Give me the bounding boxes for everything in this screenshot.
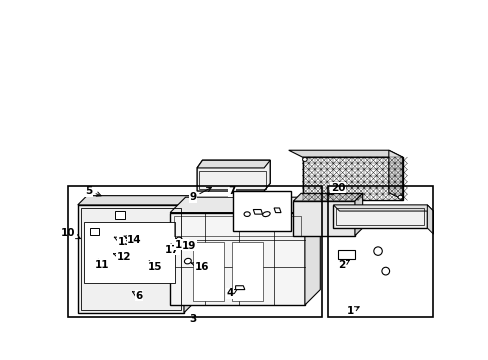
Polygon shape <box>183 195 193 313</box>
Polygon shape <box>78 205 183 313</box>
Ellipse shape <box>101 248 108 254</box>
Text: 11: 11 <box>95 259 109 270</box>
Polygon shape <box>293 193 362 201</box>
Polygon shape <box>333 205 427 228</box>
Text: 4: 4 <box>226 288 237 298</box>
Polygon shape <box>87 259 111 262</box>
Ellipse shape <box>397 195 402 199</box>
Text: 7: 7 <box>227 186 240 196</box>
Polygon shape <box>302 157 402 199</box>
Ellipse shape <box>373 247 382 255</box>
Text: 12: 12 <box>113 252 131 262</box>
Polygon shape <box>305 197 320 305</box>
Ellipse shape <box>184 258 191 264</box>
Bar <box>336 208 424 225</box>
Text: 10: 10 <box>61 228 80 239</box>
Polygon shape <box>170 197 320 213</box>
Polygon shape <box>170 240 178 247</box>
Text: 19: 19 <box>182 241 196 251</box>
Text: 5: 5 <box>85 186 101 196</box>
Text: 8: 8 <box>269 196 280 206</box>
Text: 18: 18 <box>174 240 188 250</box>
Text: 13: 13 <box>114 237 132 247</box>
Bar <box>115 211 125 219</box>
Polygon shape <box>193 242 224 301</box>
Polygon shape <box>235 286 244 289</box>
Ellipse shape <box>115 238 120 242</box>
Polygon shape <box>197 160 270 191</box>
Polygon shape <box>84 255 105 259</box>
Polygon shape <box>170 213 305 305</box>
Bar <box>337 249 354 259</box>
Polygon shape <box>427 205 432 234</box>
Ellipse shape <box>244 212 250 216</box>
Polygon shape <box>388 150 402 199</box>
Polygon shape <box>197 160 270 168</box>
Polygon shape <box>274 208 281 213</box>
Polygon shape <box>87 222 93 262</box>
Polygon shape <box>293 201 354 236</box>
Ellipse shape <box>302 158 306 161</box>
Ellipse shape <box>381 267 389 275</box>
Polygon shape <box>253 210 262 214</box>
Bar <box>90 228 99 235</box>
Text: 3: 3 <box>189 314 197 324</box>
Text: 6: 6 <box>132 291 142 301</box>
Polygon shape <box>288 150 402 157</box>
Bar <box>68 186 321 316</box>
Bar <box>84 222 174 283</box>
Polygon shape <box>110 259 116 263</box>
Polygon shape <box>148 251 156 257</box>
Polygon shape <box>123 238 130 241</box>
Bar <box>233 191 290 231</box>
Text: 16: 16 <box>191 261 209 271</box>
Polygon shape <box>354 193 362 236</box>
Polygon shape <box>185 237 193 243</box>
Ellipse shape <box>262 212 269 217</box>
Ellipse shape <box>110 252 116 257</box>
Text: 2: 2 <box>338 260 349 270</box>
Polygon shape <box>231 242 262 301</box>
Text: 1: 1 <box>346 306 359 316</box>
Text: 17: 17 <box>165 244 180 255</box>
Polygon shape <box>78 195 193 205</box>
Bar <box>81 208 181 310</box>
Bar <box>327 186 432 316</box>
Text: 15: 15 <box>147 261 162 271</box>
Text: 9: 9 <box>189 188 211 202</box>
Text: 20: 20 <box>328 183 345 195</box>
Polygon shape <box>84 222 87 259</box>
Text: 14: 14 <box>123 235 142 244</box>
Polygon shape <box>151 247 159 252</box>
Ellipse shape <box>176 237 182 242</box>
Polygon shape <box>333 205 432 211</box>
